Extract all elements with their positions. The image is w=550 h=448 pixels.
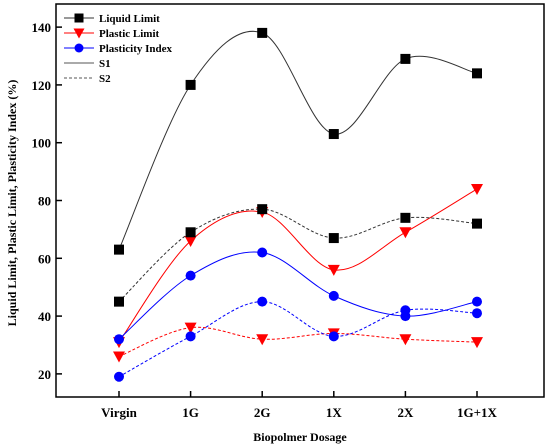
legend-label: S1 [99, 58, 111, 70]
y-tick-label: 100 [32, 136, 52, 151]
plot-frame [55, 3, 545, 398]
data-point [114, 244, 124, 255]
data-point [257, 27, 268, 38]
data-point [113, 351, 125, 363]
y-tick-label: 20 [38, 367, 51, 382]
legend-marker [73, 28, 85, 39]
x-axis-title: Biopolmer Dosage [253, 430, 347, 444]
data-point [257, 247, 268, 258]
data-point [472, 218, 482, 229]
y-tick-label: 140 [32, 20, 52, 35]
x-tick-label: 1G+1X [457, 405, 498, 420]
data-point [257, 296, 268, 307]
series-line [118, 188, 478, 343]
y-tick-label: 60 [38, 251, 51, 266]
data-point [471, 337, 483, 349]
y-axis-title: Liquid Limit, Plastic Limit, Plasticity … [5, 80, 19, 327]
legend-label: S2 [99, 73, 111, 85]
x-tick-label: Virgin [101, 405, 137, 420]
data-point [472, 308, 482, 319]
series-line [118, 251, 478, 340]
x-tick-label: 2G [254, 405, 271, 420]
data-point [400, 53, 411, 64]
series-curves [118, 30, 478, 378]
data-point [185, 270, 196, 281]
series-line [118, 30, 478, 250]
data-point [472, 68, 482, 79]
legend: Liquid Limit Plastic Limit Plasticity Inde… [64, 13, 173, 85]
data-point [328, 233, 339, 244]
y-tick-label: 80 [38, 194, 51, 209]
data-point [328, 290, 339, 301]
data-point [257, 204, 268, 215]
series-line [118, 208, 478, 302]
legend-marker [74, 13, 84, 23]
axis-ticks: 20 40 60 80 100 120 140 Virgin 1G 2G 1X 2X 1G+1X [32, 20, 498, 420]
legend-label: Liquid Limit [99, 13, 160, 25]
data-point [114, 296, 124, 307]
data-point [114, 371, 124, 382]
data-point [185, 227, 196, 238]
data-point [184, 322, 197, 334]
legend-label: Plastic Limit [99, 28, 160, 40]
data-point [184, 235, 197, 247]
series-line [118, 326, 478, 358]
series-markers [113, 27, 483, 382]
data-point [185, 79, 196, 90]
legend-marker [74, 43, 84, 53]
x-tick-label: 2X [397, 405, 414, 420]
data-point [256, 334, 269, 346]
x-tick-label: 1X [326, 405, 343, 420]
data-point [328, 331, 339, 342]
data-point [114, 334, 124, 345]
series-line [118, 301, 478, 378]
data-point [328, 129, 339, 140]
data-point [400, 305, 411, 316]
x-tick-label: 1G [182, 405, 199, 420]
data-point [185, 331, 196, 342]
data-point [327, 264, 340, 276]
data-point [472, 296, 482, 307]
data-point [471, 183, 483, 195]
y-tick-label: 120 [32, 78, 52, 93]
data-point [399, 334, 412, 346]
legend-label: Plasticity Index [99, 43, 173, 55]
data-point [399, 227, 412, 239]
y-tick-label: 40 [38, 309, 51, 324]
data-point [400, 212, 411, 223]
